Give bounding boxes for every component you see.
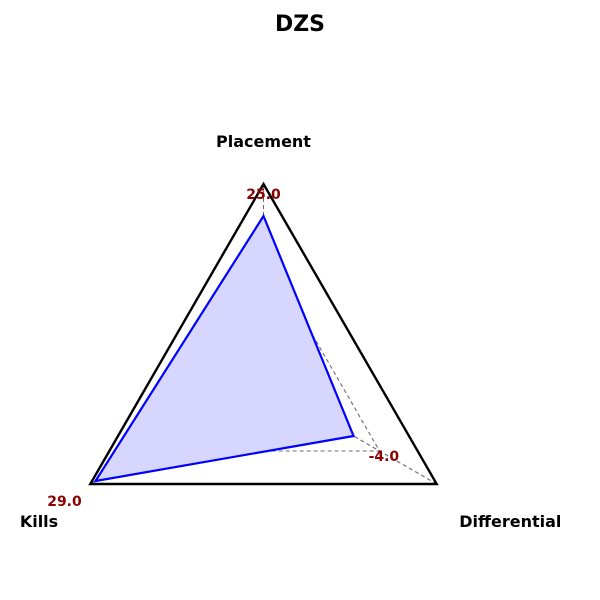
axis-label-placement: Placement: [216, 132, 311, 151]
outer-boundary: [88, 181, 439, 486]
chart-title: DZS: [275, 12, 325, 37]
value-label-placement: 25.0: [246, 187, 281, 203]
radar-outline: [88, 181, 439, 486]
radar-series: [93, 213, 356, 483]
axis-label-kills: Kills: [20, 512, 58, 531]
value-label-differential: -4.0: [369, 449, 400, 465]
series-area: [93, 213, 356, 483]
axis-label-differential: Differential: [459, 512, 561, 531]
value-label-kills: 29.0: [47, 494, 82, 510]
radar-labels: Placement 25.0 Differential -4.0 Kills 29.0: [20, 132, 562, 531]
